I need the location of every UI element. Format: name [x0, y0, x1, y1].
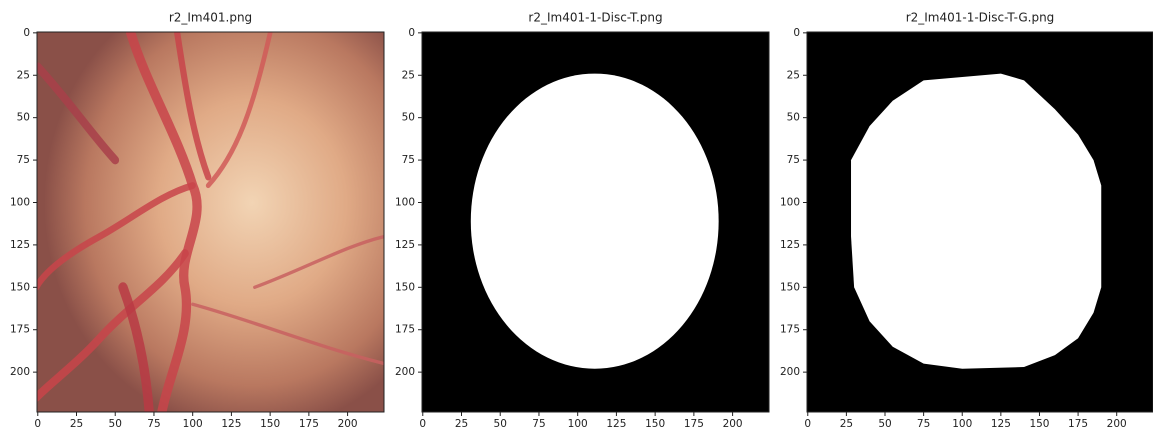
- x-tick-label: 25: [455, 418, 468, 430]
- x-tick-label: 100: [568, 418, 588, 430]
- y-tick-label: 25: [787, 69, 800, 81]
- x-tick-label: 75: [917, 418, 930, 430]
- x-tick-label: 125: [991, 418, 1011, 430]
- x-tick-label: 150: [260, 418, 280, 430]
- y-tick-label: 100: [395, 196, 415, 208]
- x-tick-label: 50: [109, 418, 122, 430]
- y-tick-label: 0: [793, 27, 800, 39]
- y-tick-label: 200: [395, 366, 415, 378]
- figure: r2_Im401.png 0 25 50 75 100 125 150 175 200 0 25 50 7…: [0, 0, 1153, 432]
- y-tick-label: 0: [23, 27, 30, 39]
- x-tick-label: 75: [147, 418, 160, 430]
- panel-title: r2_Im401-1-Disc-T.png: [528, 11, 662, 25]
- image: [807, 32, 1153, 412]
- x-tick-label: 25: [840, 418, 853, 430]
- y-tick-label: 25: [402, 69, 415, 81]
- y-tick-label: 200: [10, 366, 30, 378]
- x-tick-label: 125: [221, 418, 241, 430]
- x-tick-label: 75: [532, 418, 545, 430]
- y-tick-label: 175: [780, 324, 800, 336]
- image: [36, 32, 385, 413]
- y-tick-label: 50: [787, 112, 800, 124]
- x-tick-label: 200: [338, 418, 358, 430]
- y-tick-label: 0: [408, 27, 415, 39]
- y-tick-label: 50: [17, 112, 30, 124]
- y-tick-label: 75: [17, 154, 30, 166]
- y-tick-label: 150: [395, 281, 415, 293]
- y-tick-label: 125: [780, 239, 800, 251]
- y-tick-label: 175: [10, 324, 30, 336]
- x-tick-label: 150: [645, 418, 665, 430]
- x-tick-label: 125: [606, 418, 626, 430]
- y-tick-label: 125: [395, 239, 415, 251]
- y-tick-label: 25: [17, 69, 30, 81]
- x-tick-label: 25: [70, 418, 83, 430]
- y-tick-label: 200: [780, 366, 800, 378]
- x-tick-label: 175: [1068, 418, 1088, 430]
- y-tick-label: 50: [402, 112, 415, 124]
- x-tick-label: 150: [1029, 418, 1049, 430]
- y-tick-label: 125: [10, 239, 30, 251]
- x-tick-label: 0: [34, 418, 41, 430]
- fundus-background: [37, 32, 384, 412]
- x-tick-label: 0: [419, 418, 426, 430]
- x-tick-label: 175: [684, 418, 704, 430]
- panel-title: r2_Im401.png: [169, 11, 252, 25]
- panel-title: r2_Im401-1-Disc-T-G.png: [906, 11, 1055, 25]
- y-tick-label: 175: [395, 324, 415, 336]
- image: [422, 32, 769, 412]
- y-tick-label: 150: [780, 281, 800, 293]
- x-tick-label: 0: [804, 418, 811, 430]
- x-tick-label: 175: [299, 418, 319, 430]
- x-tick-label: 100: [952, 418, 972, 430]
- x-tick-label: 200: [723, 418, 743, 430]
- y-tick-label: 75: [787, 154, 800, 166]
- y-tick-label: 75: [402, 154, 415, 166]
- y-tick-label: 150: [10, 281, 30, 293]
- disc-mask: [471, 74, 719, 369]
- y-tick-label: 100: [780, 196, 800, 208]
- x-tick-label: 100: [183, 418, 203, 430]
- y-tick-label: 100: [10, 196, 30, 208]
- x-tick-label: 200: [1107, 418, 1127, 430]
- x-tick-label: 50: [494, 418, 507, 430]
- x-tick-label: 50: [878, 418, 891, 430]
